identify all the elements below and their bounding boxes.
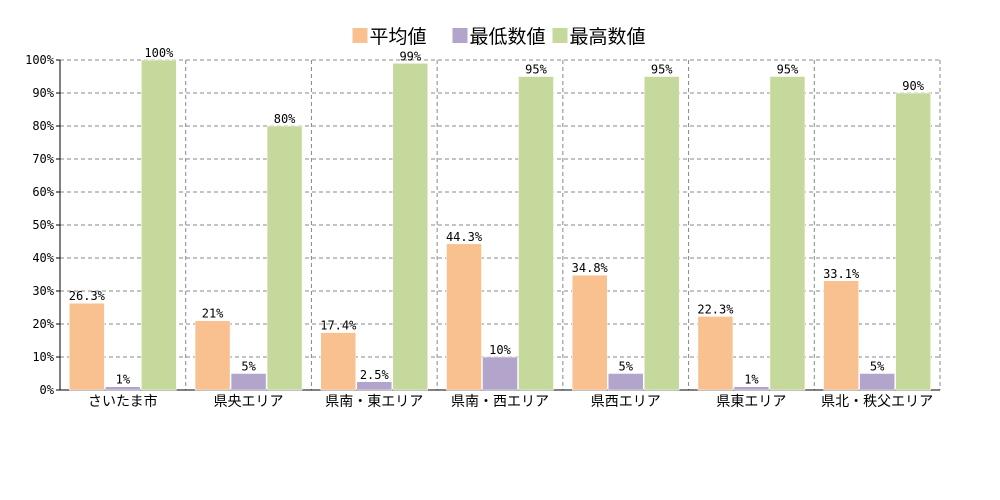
y-tick-label: 10% (32, 350, 54, 364)
data-label: 34.8% (572, 261, 609, 275)
data-label: 1% (744, 373, 759, 387)
x-tick-label: 県西エリア (591, 394, 661, 410)
grid-layer (60, 59, 941, 390)
data-label: 80% (274, 112, 296, 126)
bar-最高数値 (266, 125, 303, 391)
bar-最低数値 (105, 386, 141, 391)
x-tick-label: 県東エリア (716, 394, 786, 410)
bar-最低数値 (230, 373, 267, 391)
x-tick-label: さいたま市 (88, 393, 158, 410)
y-tick-label: 40% (32, 251, 54, 265)
bar-最高数値 (895, 92, 931, 391)
y-tick-label: 0% (40, 383, 55, 397)
bar-平均値 (320, 332, 357, 391)
legend-swatch (352, 28, 368, 43)
legend-item-label: 最高数値 (570, 26, 646, 48)
bar-平均値 (823, 280, 859, 391)
data-label: 90% (902, 79, 924, 93)
legend: 平均値 最低数値 最高数値 (352, 26, 646, 48)
y-tick-label: 50% (32, 218, 54, 232)
data-label: 95% (525, 63, 547, 77)
bar-平均値 (194, 320, 231, 391)
bar-最高数値 (518, 76, 554, 391)
data-label: 44.3% (446, 230, 483, 244)
data-label: 5% (241, 360, 256, 374)
bar-最低数値 (356, 381, 393, 391)
x-tick-label: 県北・秩父エリア (821, 394, 933, 410)
bar-最低数値 (482, 356, 518, 391)
data-label: 10% (489, 343, 511, 357)
y-tick-label: 100% (25, 53, 55, 67)
bar-平均値 (571, 274, 608, 391)
x-tick-label: 県央エリア (214, 394, 284, 410)
bar-最高数値 (769, 76, 806, 391)
bar-最低数値 (733, 386, 770, 391)
bar-最高数値 (141, 59, 177, 391)
y-tick-label: 70% (32, 152, 54, 166)
data-label: 21% (202, 307, 224, 321)
bar-最低数値 (607, 373, 644, 391)
bar-最高数値 (392, 63, 429, 391)
data-label: 26.3% (69, 289, 106, 303)
data-label: 5% (618, 360, 633, 374)
legend-swatch (552, 28, 568, 43)
legend-item-label: 最低数値 (470, 26, 546, 48)
y-tick-label: 20% (32, 317, 54, 331)
y-tick-label: 30% (32, 284, 54, 298)
y-tick-label: 90% (32, 86, 54, 100)
data-label: 95% (777, 63, 799, 77)
bar-最高数値 (643, 76, 680, 391)
x-tick-label: 県南・東エリア (325, 394, 423, 410)
data-label: 17.4% (320, 319, 357, 333)
data-label: 2.5% (360, 368, 390, 382)
x-tick-label: 県南・西エリア (451, 394, 549, 410)
data-label: 33.1% (823, 267, 860, 281)
y-tick-label: 60% (32, 185, 54, 199)
data-label: 99% (399, 49, 421, 63)
data-label: 100% (144, 46, 174, 60)
legend-swatch (452, 28, 468, 43)
bar-最低数値 (859, 373, 895, 391)
data-label: 95% (651, 63, 673, 77)
legend-item-label: 平均値 (370, 26, 427, 48)
bars-layer (69, 59, 931, 391)
bar-平均値 (697, 316, 734, 391)
data-label: 22.3% (697, 302, 734, 316)
bar-平均値 (446, 243, 482, 391)
data-labels-layer: 26.3% 1% 100% 21% 5% 80% 17.4% 2.5% 99% 44.3% 10% 9… (69, 46, 925, 387)
bar-平均値 (69, 302, 105, 391)
data-label: 5% (870, 360, 885, 374)
y-tick-label: 80% (32, 119, 54, 133)
data-label: 1% (116, 373, 131, 387)
